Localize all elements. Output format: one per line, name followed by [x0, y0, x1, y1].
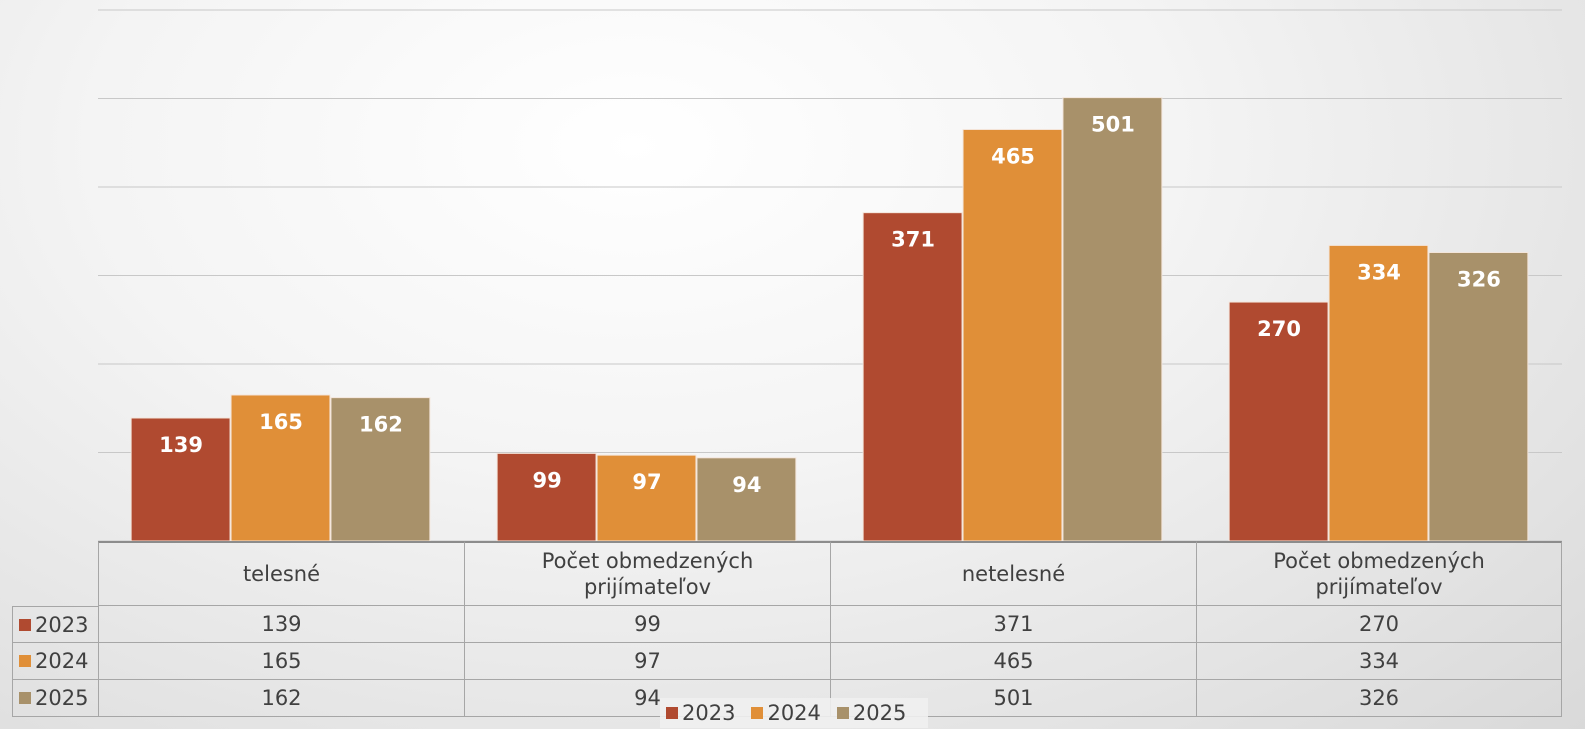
- table-value: 326: [1196, 680, 1562, 717]
- bar: [1428, 251, 1529, 542]
- legend-swatch: [751, 707, 764, 719]
- bar: [230, 394, 331, 542]
- legend: 2023 2024 2025: [660, 698, 929, 728]
- data-label: 270: [1257, 317, 1301, 341]
- data-label: 94: [732, 473, 761, 497]
- bar: [496, 452, 597, 542]
- legend-item: 2025: [836, 701, 907, 725]
- data-label: 165: [259, 410, 303, 434]
- table-value: 94: [464, 680, 830, 717]
- legend-label: 2023: [682, 701, 736, 725]
- data-label: 139: [159, 433, 203, 457]
- legend-swatch: [666, 707, 678, 719]
- legend-label: 2024: [767, 701, 821, 725]
- bar: [130, 417, 231, 542]
- x-tick-label: Počet obmedzených prijímateľov: [464, 541, 830, 606]
- legend-item: 2024: [751, 701, 821, 725]
- table-value: 270: [1196, 606, 1562, 643]
- legend-swatch: [19, 692, 31, 704]
- legend-swatch: [836, 707, 849, 719]
- legend-swatch: [19, 655, 31, 667]
- table-value: 97: [464, 643, 830, 680]
- bar: [1228, 301, 1329, 542]
- table-legend-key: 2024: [12, 643, 98, 680]
- legend-label: 2023: [35, 612, 89, 637]
- legend-label: 2025: [852, 701, 907, 725]
- bar: [696, 457, 797, 542]
- data-label: 371: [891, 228, 935, 252]
- table-value: 165: [98, 643, 464, 680]
- legend-label: 2024: [35, 649, 89, 673]
- table-value: 465: [830, 643, 1196, 680]
- table-value: 139: [98, 606, 464, 643]
- legend-item: 2023: [666, 701, 735, 725]
- table-value: 334: [1196, 643, 1562, 680]
- x-tick-label: Počet obmedzených prijímateľov: [1196, 541, 1562, 606]
- bar: [1062, 97, 1163, 542]
- bar: [862, 212, 963, 542]
- data-label: 97: [632, 470, 661, 494]
- legend-label: 2025: [35, 686, 89, 710]
- table-value: 99: [464, 606, 830, 643]
- table-legend-key: 2025: [12, 680, 98, 717]
- bar: [330, 397, 431, 542]
- bar: [596, 454, 697, 542]
- data-label: 465: [991, 144, 1035, 168]
- table-value: 162: [98, 680, 464, 717]
- data-label: 501: [1091, 113, 1135, 137]
- data-label: 99: [532, 468, 561, 492]
- data-label: 162: [359, 413, 403, 437]
- table-value: 371: [830, 606, 1196, 643]
- table-legend-key: 2023: [12, 606, 98, 643]
- data-label: 334: [1357, 260, 1401, 284]
- bar: [962, 128, 1063, 542]
- bar: [1328, 244, 1429, 542]
- legend-swatch: [19, 618, 31, 631]
- x-tick-label: telesné: [98, 541, 464, 606]
- x-tick-label: netelesné: [830, 541, 1196, 606]
- data-label: 326: [1457, 267, 1501, 291]
